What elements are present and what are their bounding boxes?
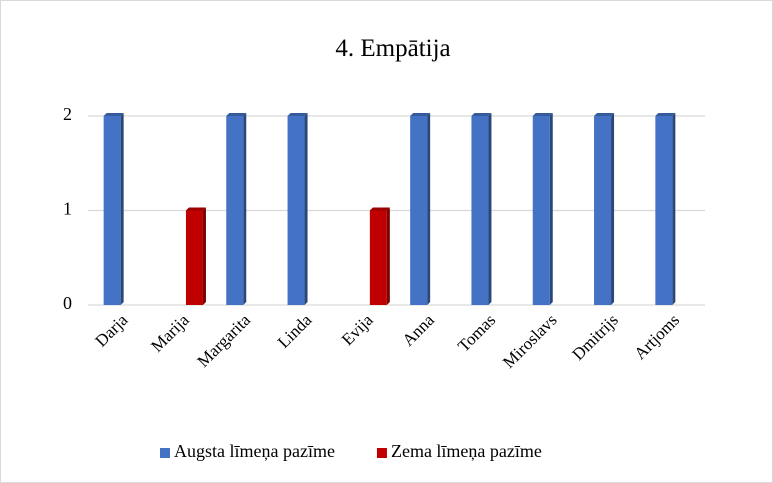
bar-group <box>410 113 431 305</box>
bar-top <box>532 113 553 116</box>
bar-side <box>488 113 492 305</box>
bar-group <box>287 113 308 305</box>
bar-top <box>655 113 676 116</box>
bar-side <box>386 207 390 305</box>
bar-side <box>672 113 676 305</box>
bar <box>532 116 550 305</box>
bar <box>369 210 387 305</box>
bar-group <box>226 113 247 305</box>
bar <box>594 116 612 305</box>
bar-group <box>185 207 206 305</box>
bar-side <box>304 113 308 305</box>
bar-side <box>427 113 431 305</box>
bar <box>185 210 203 305</box>
bar <box>655 116 673 305</box>
chart-title: 4. Empātija <box>335 35 450 62</box>
bar-group <box>655 113 676 305</box>
y-tick-label: 0 <box>63 293 72 313</box>
bar-top <box>226 113 247 116</box>
bar-group <box>532 113 553 305</box>
bar <box>471 116 489 305</box>
bar-group <box>594 113 615 305</box>
bar <box>410 116 428 305</box>
bar-top <box>594 113 615 116</box>
bar-side <box>243 113 247 305</box>
y-tick-label: 2 <box>63 104 72 124</box>
legend-label: Augsta līmeņa pazīme <box>174 441 335 461</box>
bar-side <box>611 113 615 305</box>
legend-swatch <box>160 448 170 458</box>
bar-group <box>103 113 124 305</box>
bar-top <box>369 207 390 211</box>
bar-top <box>103 113 124 116</box>
bar-side <box>202 207 206 305</box>
y-tick-label: 1 <box>63 199 72 219</box>
bar <box>103 116 121 305</box>
legend-label: Zema līmeņa pazīme <box>391 441 542 461</box>
bar-group <box>369 207 390 305</box>
bar-top <box>287 113 308 116</box>
bar-top <box>471 113 492 116</box>
bar-side <box>549 113 553 305</box>
bar <box>287 116 305 305</box>
bar <box>226 116 244 305</box>
bar-top <box>185 207 206 211</box>
bar-top <box>410 113 431 116</box>
legend-swatch <box>376 448 387 458</box>
bar-group <box>471 113 492 305</box>
bar-side <box>120 113 124 305</box>
